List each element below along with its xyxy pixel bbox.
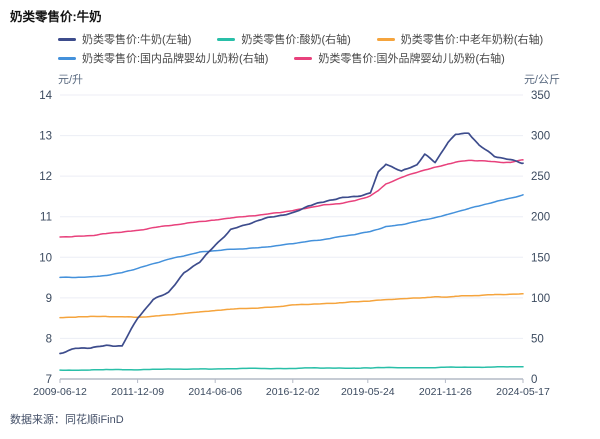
series-line-3 bbox=[59, 194, 524, 279]
legend-item-label: 奶类零售价:牛奶(左轴) bbox=[82, 34, 192, 46]
legend-item-label: 奶类零售价:国外品牌婴幼儿奶粉(右轴) bbox=[318, 53, 505, 65]
left-axis-tick-label: 9 bbox=[46, 293, 52, 305]
legend-item-0[interactable]: 奶类零售价:牛奶(左轴) bbox=[58, 31, 191, 47]
legend-item-1[interactable]: 奶类零售价:酸奶(右轴) bbox=[217, 31, 351, 47]
x-axis-tick-label: 2011-12-09 bbox=[111, 386, 164, 398]
series-line-1 bbox=[59, 365, 524, 372]
legend-item-2[interactable]: 奶类零售价:中老年奶粉(右轴) bbox=[376, 31, 544, 47]
right-axis-tick-label: 350 bbox=[531, 90, 550, 102]
chart-legend: 奶类零售价:牛奶(左轴) 奶类零售价:酸奶(右轴) 奶类零售价:中老年奶粉(右轴) 奶… bbox=[58, 31, 543, 66]
right-axis-tick-label: 50 bbox=[531, 333, 544, 345]
left-axis-tick-label: 8 bbox=[46, 333, 52, 345]
left-axis-tick-label: 12 bbox=[39, 171, 52, 183]
left-axis-unit-label: 元/升 bbox=[58, 74, 84, 86]
legend-item-3[interactable]: 奶类零售价:国内品牌婴幼儿奶粉(右轴) bbox=[58, 50, 268, 66]
legend-swatch-icon bbox=[376, 37, 395, 41]
data-source-note: 数据来源：同花顺iFinD bbox=[10, 414, 124, 426]
left-axis-tick-label: 10 bbox=[39, 252, 52, 264]
left-axis-tick-label: 14 bbox=[39, 90, 52, 102]
x-axis-tick-label: 2024-05-17 bbox=[496, 386, 550, 398]
legend-item-label: 奶类零售价:中老年奶粉(右轴) bbox=[400, 34, 544, 46]
x-axis-tick-label: 2019-05-24 bbox=[341, 386, 395, 398]
left-axis-tick-label: 7 bbox=[46, 374, 52, 386]
x-axis-tick-label: 2016-12-02 bbox=[266, 386, 320, 398]
legend-swatch-icon bbox=[217, 37, 236, 41]
right-axis-tick-label: 200 bbox=[531, 212, 550, 224]
series-line-0 bbox=[59, 132, 524, 355]
left-axis-tick-label: 13 bbox=[39, 131, 52, 143]
right-axis-tick-label: 250 bbox=[531, 171, 550, 183]
legend-swatch-icon bbox=[58, 56, 76, 60]
right-axis-unit-label: 元/公斤 bbox=[523, 74, 560, 86]
legend-swatch-icon bbox=[58, 37, 76, 41]
x-axis-tick-label: 2014-06-06 bbox=[188, 386, 242, 398]
legend-row: 奶类零售价:国内品牌婴幼儿奶粉(右轴) 奶类零售价:国外品牌婴幼儿奶粉(右轴) bbox=[58, 50, 543, 66]
x-axis-tick-label: 2009-06-12 bbox=[33, 386, 87, 398]
legend-item-4[interactable]: 奶类零售价:国外品牌婴幼儿奶粉(右轴) bbox=[294, 50, 505, 66]
legend-item-label: 奶类零售价:酸奶(右轴) bbox=[241, 34, 351, 46]
right-axis-tick-label: 300 bbox=[531, 131, 550, 143]
legend-row: 奶类零售价:牛奶(左轴) 奶类零售价:酸奶(右轴) 奶类零售价:中老年奶粉(右轴) bbox=[58, 31, 543, 47]
legend-item-label: 奶类零售价:国内品牌婴幼儿奶粉(右轴) bbox=[82, 53, 269, 65]
legend-swatch-icon bbox=[294, 56, 313, 60]
series-line-4 bbox=[59, 159, 524, 238]
page-title: 奶类零售价:牛奶 bbox=[10, 10, 102, 24]
left-axis-tick-label: 11 bbox=[40, 212, 52, 224]
right-axis-tick-label: 100 bbox=[531, 293, 550, 305]
right-axis-tick-label: 150 bbox=[531, 252, 550, 264]
right-axis-tick-label: 0 bbox=[531, 374, 537, 386]
x-axis-tick-label: 2021-11-26 bbox=[419, 386, 472, 398]
